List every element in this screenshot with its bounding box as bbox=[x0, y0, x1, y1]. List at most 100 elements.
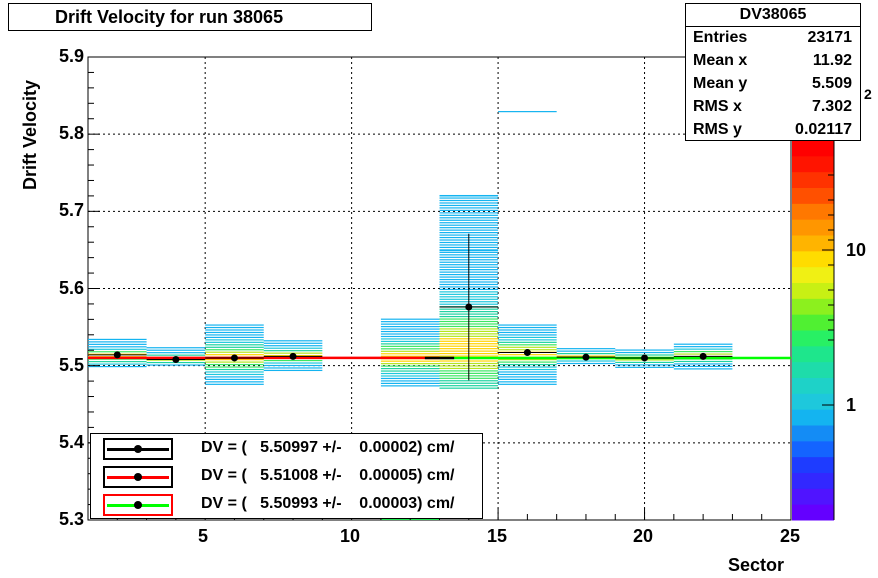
chart-title-box: Drift Velocity for run 38065 bbox=[8, 3, 372, 31]
heatmap-cell bbox=[380, 335, 440, 338]
z-tick-label: 10 bbox=[846, 240, 867, 260]
palette-swatch bbox=[792, 155, 834, 173]
heatmap-cell bbox=[615, 361, 674, 364]
stat-label: Mean y bbox=[693, 75, 748, 92]
heatmap-cell bbox=[205, 373, 264, 376]
heatmap-cell bbox=[673, 360, 733, 363]
palette-swatch bbox=[792, 282, 834, 299]
z-tick-label: 2 bbox=[864, 86, 872, 102]
heatmap-cell bbox=[205, 329, 264, 331]
palette-swatch bbox=[792, 140, 834, 157]
heatmap-cell bbox=[205, 376, 264, 378]
heatmap-cell bbox=[380, 326, 440, 328]
stat-label: RMS x bbox=[693, 98, 742, 115]
x-tick-label: 10 bbox=[340, 526, 361, 546]
x-tick-label: 20 bbox=[633, 526, 654, 546]
heatmap-cell bbox=[673, 351, 733, 353]
heatmap-cell bbox=[498, 334, 557, 336]
heatmap-cell bbox=[380, 365, 440, 367]
data-point bbox=[172, 355, 180, 363]
heatmap-cell bbox=[380, 350, 440, 352]
heatmap-cell bbox=[439, 202, 499, 204]
palette-swatch bbox=[792, 203, 834, 220]
heatmap-cell bbox=[205, 349, 264, 351]
heatmap-cell bbox=[205, 366, 264, 368]
palette-swatch bbox=[792, 171, 834, 188]
z-tick-label: 1 bbox=[846, 395, 857, 415]
stat-label: Entries bbox=[693, 29, 748, 46]
heatmap-cell bbox=[205, 346, 264, 348]
heatmap-cell bbox=[498, 381, 557, 383]
y-axis-title: Drift Velocity bbox=[20, 79, 40, 190]
data-point bbox=[699, 352, 707, 360]
heatmap-cell bbox=[380, 345, 440, 347]
heatmap-cell bbox=[439, 214, 499, 216]
heatmap-cell bbox=[88, 338, 147, 341]
palette-swatch bbox=[792, 425, 834, 442]
heatmap-cell bbox=[205, 344, 264, 346]
heatmap-cell bbox=[673, 343, 733, 345]
y-tick-label: 5.7 bbox=[58, 200, 84, 220]
heatmap-cell bbox=[380, 348, 440, 350]
heatmap-cell bbox=[146, 354, 206, 356]
heatmap-cell bbox=[498, 359, 557, 361]
palette-swatch bbox=[792, 488, 834, 505]
heatmap-cell bbox=[263, 362, 323, 364]
heatmap-cell bbox=[498, 383, 557, 385]
legend-label: DV = ( 5.50997 +/- 0.00002) cm/ bbox=[201, 439, 455, 456]
legend-box: DV = ( 5.50997 +/- 0.00002) cm/ DV = ( 5… bbox=[90, 433, 483, 519]
heatmap-cell bbox=[439, 199, 499, 202]
heatmap-cell bbox=[380, 385, 440, 387]
stat-value: 5.509 bbox=[811, 75, 852, 92]
heatmap-cell bbox=[498, 361, 557, 363]
heatmap-cell bbox=[146, 349, 206, 351]
heatmap-cell bbox=[498, 378, 557, 380]
heatmap-cell bbox=[205, 361, 264, 363]
heatmap-cell bbox=[556, 362, 616, 365]
heatmap-cell bbox=[380, 382, 440, 384]
heatmap-cell bbox=[146, 364, 206, 366]
y-tick-label: 5.4 bbox=[58, 432, 84, 452]
heatmap-cell bbox=[88, 361, 147, 363]
heatmap-cell bbox=[88, 348, 147, 350]
palette-swatch bbox=[792, 235, 834, 252]
stat-row-rms-x: RMS x 7.302 bbox=[686, 96, 860, 118]
stats-box: DV38065 Entries 23171 Mean x 11.92 Mean y 5… bbox=[685, 3, 861, 141]
heatmap-cell bbox=[439, 227, 499, 229]
palette-swatch bbox=[792, 314, 834, 331]
heatmap-cell bbox=[263, 340, 323, 342]
color-palette bbox=[792, 140, 835, 521]
heatmap-cell bbox=[205, 381, 264, 383]
legend-sample bbox=[103, 438, 173, 460]
heatmap-cell bbox=[88, 341, 147, 343]
heatmap-cell bbox=[205, 334, 264, 336]
legend-entry: DV = ( 5.50997 +/- 0.00002) cm/ bbox=[91, 435, 481, 463]
heatmap-cell bbox=[498, 336, 557, 339]
stat-value: 7.302 bbox=[811, 98, 852, 115]
heatmap-cell bbox=[556, 350, 616, 352]
heatmap-cell bbox=[498, 376, 557, 378]
heatmap-cell bbox=[263, 369, 323, 372]
heatmap-cell bbox=[498, 373, 557, 376]
palette-swatch bbox=[792, 504, 834, 521]
y-tick-label: 5.9 bbox=[58, 46, 84, 66]
palette-swatch bbox=[792, 440, 834, 458]
chart-title: Drift Velocity for run 38065 bbox=[55, 7, 284, 27]
heatmap-cell bbox=[439, 382, 499, 384]
heatmap-cell bbox=[380, 372, 440, 375]
stat-value: 0.02117 bbox=[795, 121, 852, 138]
heatmap-cell bbox=[498, 341, 557, 343]
heatmap-cell bbox=[146, 347, 206, 349]
heatmap-cell bbox=[615, 364, 674, 366]
heatmap-cell bbox=[380, 321, 440, 323]
x-tick-label: 15 bbox=[487, 526, 508, 546]
x-tick-label: 5 bbox=[198, 526, 209, 546]
heatmap-cell bbox=[205, 324, 264, 326]
heatmap-cell bbox=[263, 345, 323, 347]
heatmap-cell bbox=[615, 366, 674, 368]
heatmap-cell bbox=[263, 364, 323, 367]
heatmap-cell bbox=[205, 363, 264, 366]
heatmap-cell bbox=[380, 333, 440, 335]
heatmap-cell bbox=[498, 368, 557, 371]
heatmap-cell bbox=[673, 346, 733, 348]
